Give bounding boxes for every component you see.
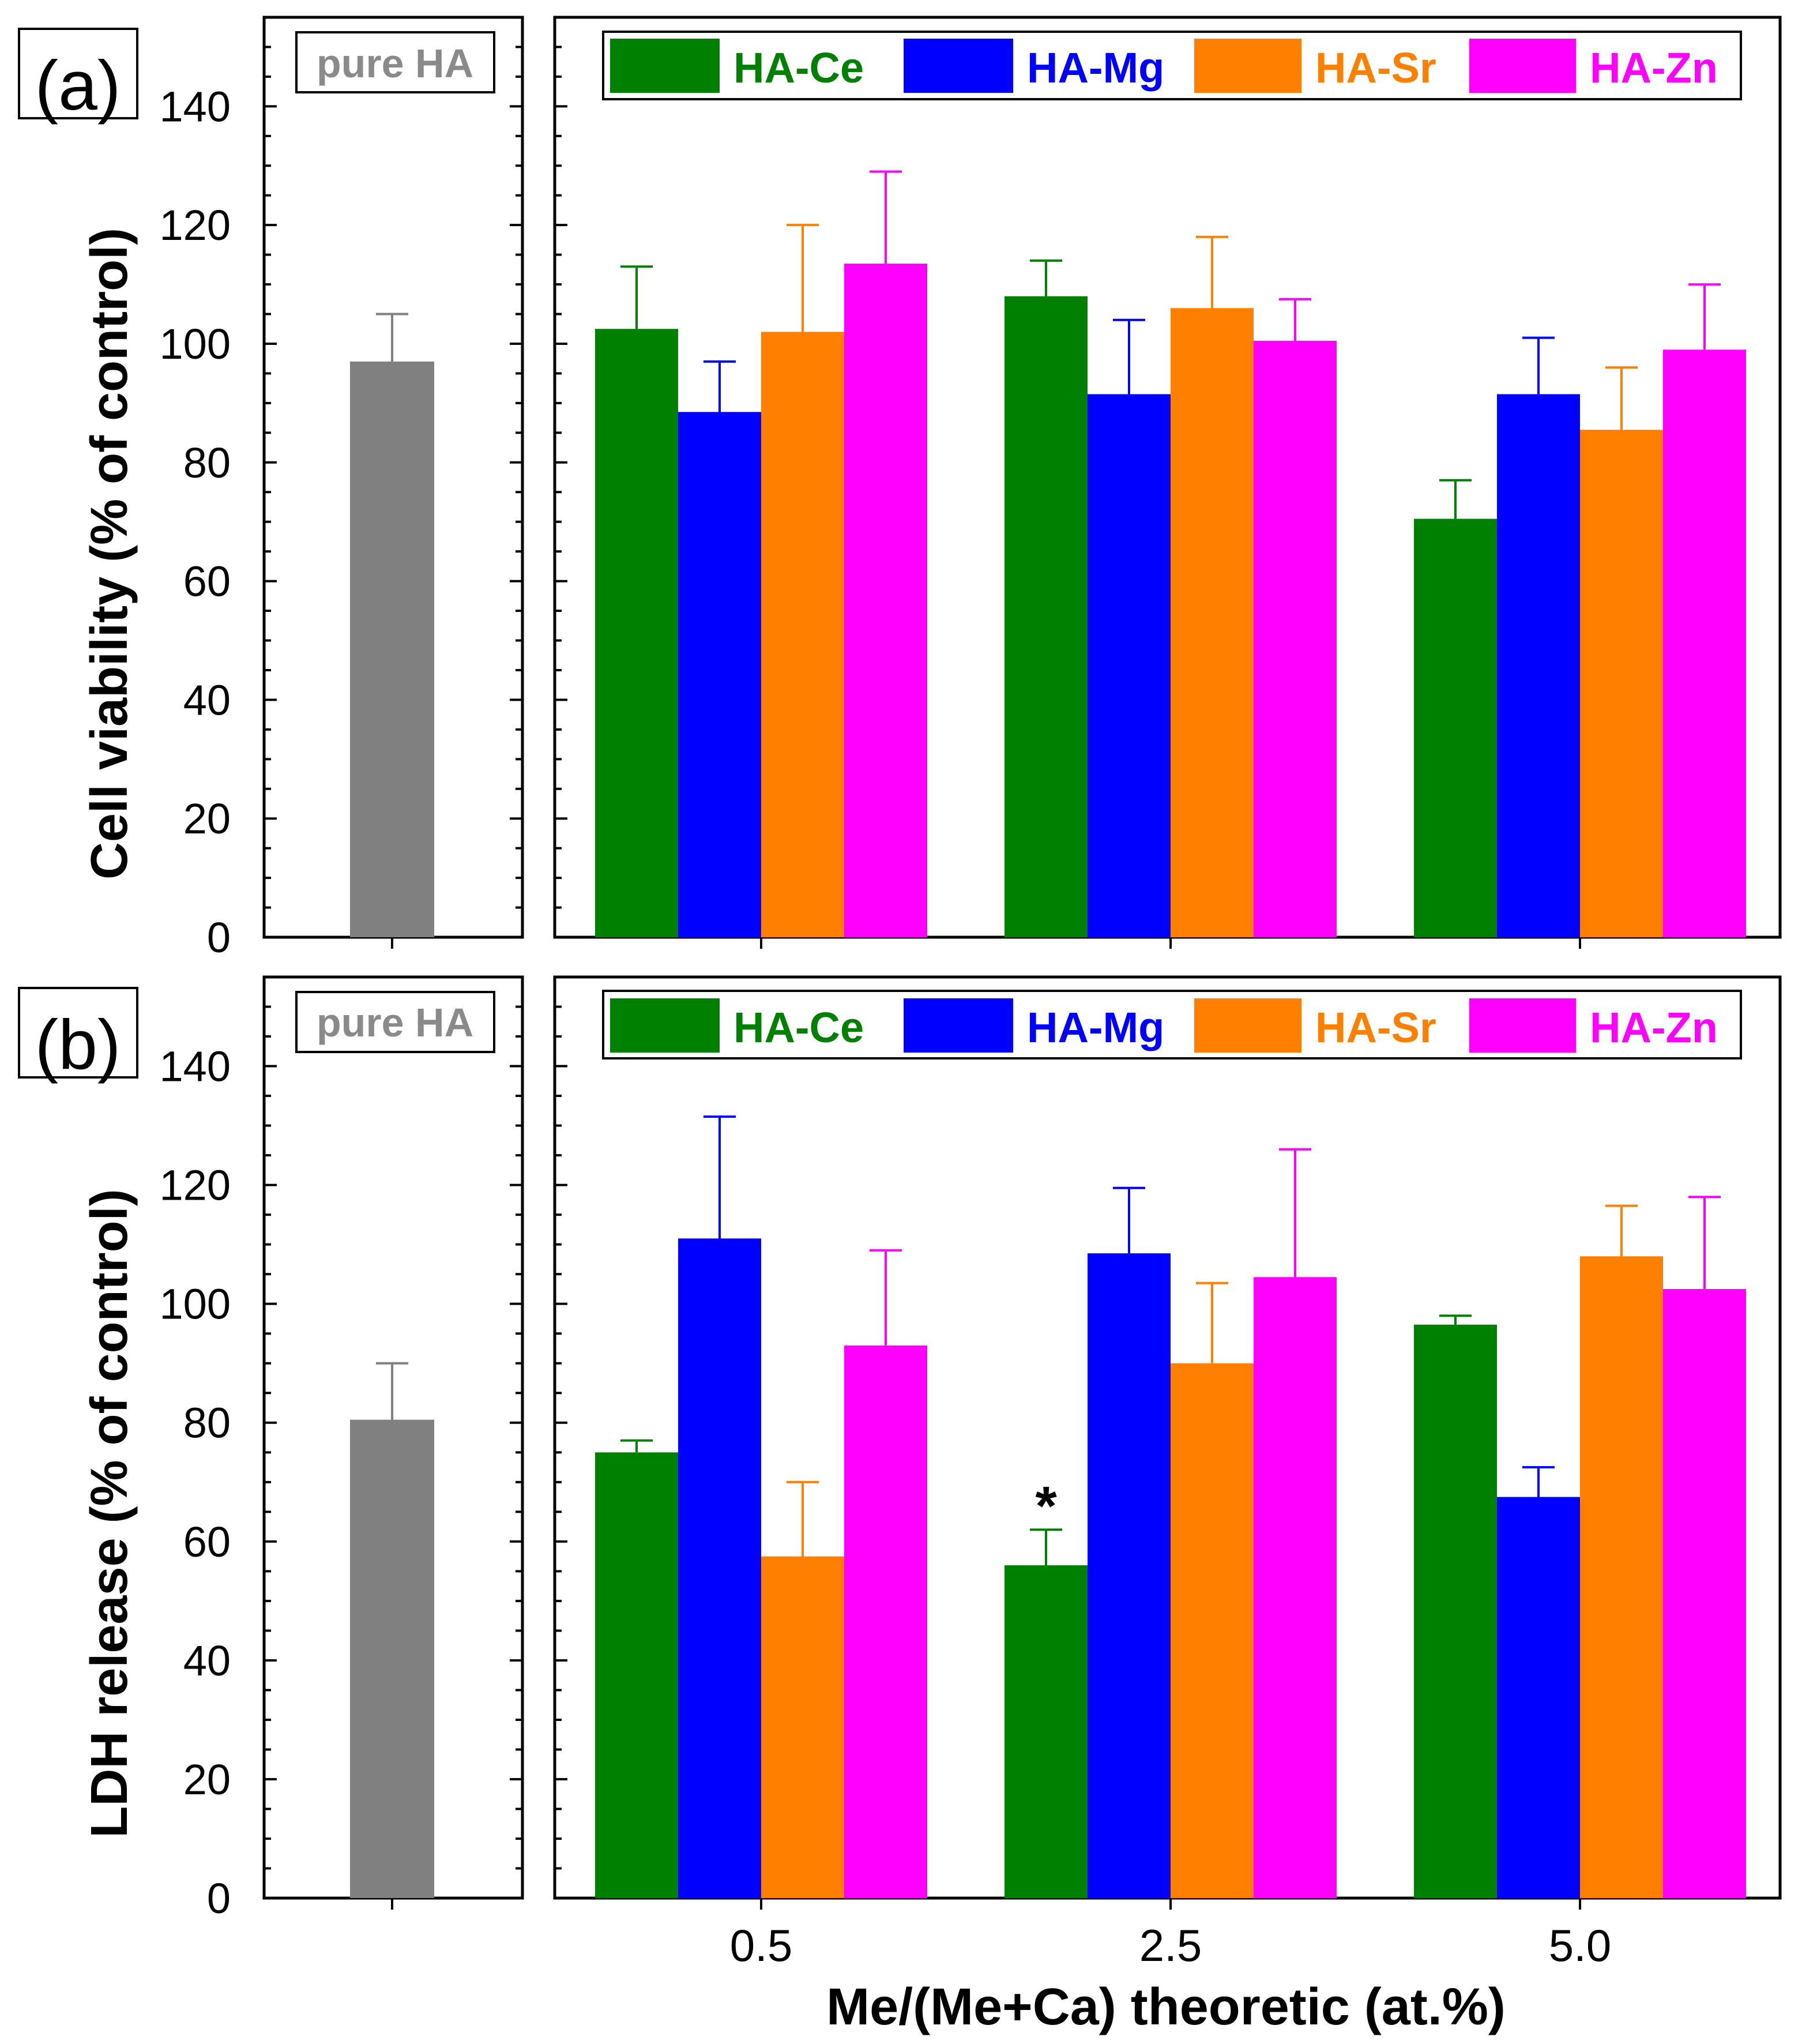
- panel-b-legend-swatch-ha-zn: [1469, 998, 1576, 1053]
- panel-b-y-tick-label: 120: [160, 1162, 231, 1209]
- x-axis-title: Me/(Me+Ca) theoretic (at.%): [826, 1978, 1506, 2036]
- panel-a-bar-ha-mg-2.5: [1088, 394, 1171, 937]
- x-tick-label-5.0: 5.0: [1549, 1920, 1611, 1971]
- panel-b-y-tick-label: 20: [183, 1756, 231, 1803]
- panel-a-legend-swatch-ha-zn: [1469, 39, 1576, 93]
- panel-b-bar-ha-mg-0.5: [678, 1238, 761, 1898]
- panel-b-y-tick-label: 60: [183, 1518, 231, 1566]
- panel-b-bar-pure-ha: [350, 1419, 434, 1898]
- panel-b-tag-box: [18, 987, 138, 1079]
- panel-a-bar-ha-zn-2.5: [1254, 340, 1337, 938]
- panel-a-bar-ha-ce-0.5: [595, 329, 678, 937]
- panel-a-y-tick-label: 40: [183, 676, 231, 724]
- x-tick-label-2.5: 2.5: [1139, 1920, 1202, 1971]
- panel-b-pure-label-box: [295, 991, 495, 1053]
- panel-a-bar-pure-ha: [350, 361, 434, 937]
- panel-b-bar-ha-ce-2.5: [1005, 1565, 1088, 1898]
- panel-b-y-tick-label: 0: [207, 1874, 231, 1922]
- panel-b-legend-swatch-ha-ce: [610, 998, 720, 1053]
- panel-b-legend-entries: HA-Ce HA-Mg HA-Sr HA-Zn: [610, 998, 1718, 1053]
- panel-b-significance-star: *: [1035, 1475, 1057, 1537]
- panel-b-bar-ha-ce-5.0: [1414, 1324, 1497, 1898]
- panel-a-legend-label-ha-sr: HA-Sr: [1315, 44, 1436, 92]
- panel-b-bar-ha-sr-2.5: [1171, 1363, 1254, 1898]
- panel-a-y-tick-label: 80: [183, 439, 231, 487]
- x-tick-labels: 0.5 2.5 5.0: [730, 1920, 1611, 1971]
- panel-a-tag-box: [18, 28, 138, 119]
- panel-a-y-tick-label: 60: [183, 558, 231, 606]
- panel-a-bar-ha-mg-5.0: [1497, 394, 1580, 937]
- panel-b-bar-ha-zn-5.0: [1663, 1288, 1746, 1898]
- panel-a-pure-label: pure HA: [317, 41, 473, 86]
- panel-a: (a) pure HA Cell viability (% of control…: [18, 16, 1782, 961]
- panel-a-legend-swatch-ha-ce: [610, 39, 720, 93]
- panel-b-pure-label: pure HA: [317, 1000, 473, 1045]
- panel-a-legend-swatch-ha-sr: [1194, 39, 1301, 93]
- panel-b-bar-ha-mg-2.5: [1088, 1253, 1171, 1898]
- panel-a-bar-ha-zn-5.0: [1663, 350, 1746, 937]
- panel-b-bar-ha-sr-0.5: [761, 1556, 844, 1898]
- panel-b-legend-swatch-ha-mg: [904, 998, 1013, 1053]
- panel-b-y-axis-title: LDH release (% of control): [81, 1189, 138, 1838]
- panel-a-bar-ha-mg-0.5: [678, 412, 761, 937]
- panel-b-legend-label-ha-mg: HA-Mg: [1027, 1004, 1164, 1051]
- panel-a-pure-label-box: [295, 31, 495, 93]
- panel-b-tag: (b): [35, 1005, 121, 1084]
- panel-a-legend-label-ha-ce: HA-Ce: [733, 44, 864, 92]
- panel-b-bar-ha-sr-5.0: [1580, 1256, 1663, 1898]
- panel-a-plot: 0 20 40 60 80 100 120 140: [160, 16, 1746, 961]
- panel-a-bar-ha-sr-0.5: [761, 332, 844, 937]
- panel-a-legend: HA-Ce HA-Mg HA-Sr HA-Zn: [602, 31, 1742, 100]
- panel-a-bar-ha-zn-0.5: [844, 264, 927, 938]
- panel-a-bar-ha-ce-2.5: [1005, 296, 1088, 937]
- panel-a-legend-label-ha-mg: HA-Mg: [1027, 44, 1164, 92]
- panel-a-bar-ha-ce-5.0: [1414, 518, 1497, 937]
- panel-b-y-tick-label: 40: [183, 1637, 231, 1685]
- panel-b-legend-label-ha-zn: HA-Zn: [1590, 1004, 1718, 1051]
- panel-a-legend-label-ha-zn: HA-Zn: [1590, 44, 1718, 92]
- panel-b-legend: HA-Ce HA-Mg HA-Sr HA-Zn: [602, 990, 1742, 1059]
- panel-a-legend-entries: HA-Ce HA-Mg HA-Sr HA-Zn: [610, 39, 1718, 93]
- panel-b-y-tick-label: 140: [160, 1043, 231, 1091]
- panel-b-y-tick-label: 80: [183, 1399, 231, 1447]
- panel-b-plot: 0 20 40 60 80 100 120 140 *: [160, 976, 1746, 1922]
- panel-a-y-tick-label: 140: [160, 82, 231, 130]
- panel-b: (b) pure HA LDH release (% of control) 0…: [18, 975, 1782, 1922]
- panel-a-bar-ha-sr-2.5: [1171, 308, 1254, 937]
- panel-a-y-axis-title: Cell viability (% of control): [81, 228, 138, 880]
- panel-a-bar-ha-sr-5.0: [1580, 430, 1663, 937]
- panel-a-legend-swatch-ha-mg: [904, 39, 1013, 93]
- panel-a-tag: (a): [35, 46, 121, 125]
- x-tick-label-0.5: 0.5: [730, 1920, 792, 1971]
- panel-b-bar-ha-zn-0.5: [844, 1345, 927, 1898]
- panel-b-legend-label-ha-sr: HA-Sr: [1315, 1004, 1436, 1051]
- panel-b-bar-ha-ce-0.5: [595, 1452, 678, 1898]
- panel-b-legend-swatch-ha-sr: [1194, 998, 1301, 1053]
- panel-b-legend-label-ha-ce: HA-Ce: [733, 1004, 864, 1051]
- panel-b-y-tick-label: 100: [160, 1280, 231, 1328]
- panel-a-y-tick-label: 100: [160, 320, 231, 368]
- panel-a-y-tick-label: 120: [160, 201, 231, 249]
- panel-b-bar-ha-zn-2.5: [1254, 1277, 1337, 1898]
- panel-a-y-tick-label: 20: [183, 795, 231, 843]
- panel-b-bar-ha-mg-5.0: [1497, 1497, 1580, 1898]
- panel-a-y-tick-label: 0: [207, 914, 231, 961]
